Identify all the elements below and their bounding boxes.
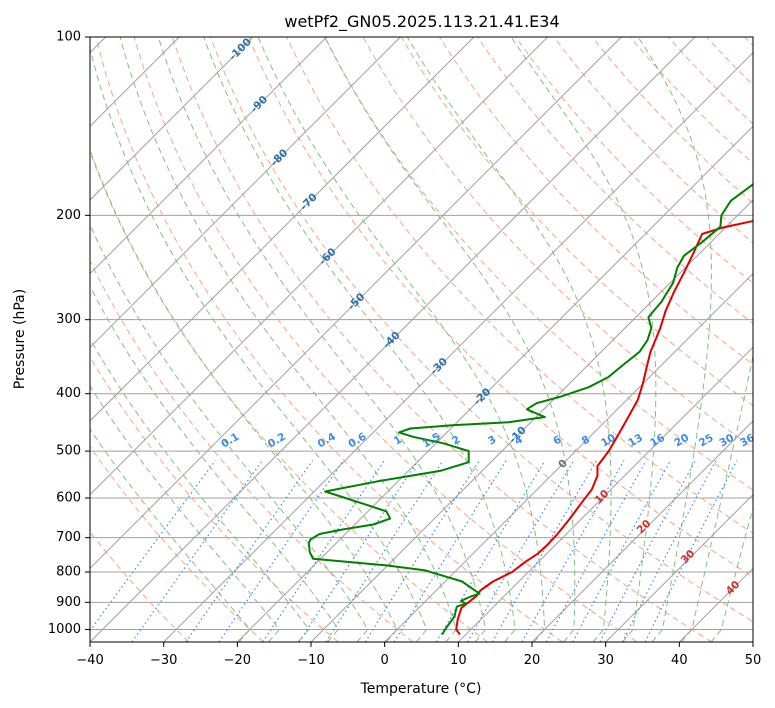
isotherm <box>531 420 753 642</box>
dewpoint-profile-line <box>307 183 753 635</box>
x-tick-label: 20 <box>524 653 541 668</box>
dry-adiabat <box>95 37 563 642</box>
mixing-ratio-label: 36 <box>738 432 757 450</box>
dry-adiabat <box>324 37 753 491</box>
y-tick-label: 100 <box>56 30 81 45</box>
dry-adiabat <box>248 37 753 578</box>
dry-adiabat <box>133 37 638 642</box>
mixing-ratio-line <box>131 460 263 642</box>
isotherm <box>90 37 328 275</box>
x-tick-label: −20 <box>224 653 251 668</box>
mixing-ratio-line <box>466 460 575 642</box>
isotherm <box>90 37 549 496</box>
mixing-ratio-line <box>185 460 314 642</box>
sounding-profiles <box>307 183 753 636</box>
mixing-ratio-line <box>572 460 672 642</box>
y-tick-label: 400 <box>56 386 81 401</box>
moist-adiabat <box>637 37 712 642</box>
y-tick-label: 200 <box>56 208 81 223</box>
x-axis: −40 −30 −20 −10 0 10 20 30 40 50 <box>76 642 761 668</box>
x-tick-label: 30 <box>597 653 614 668</box>
mixing-ratio-line <box>491 460 598 642</box>
isotherm <box>384 272 753 642</box>
dry-adiabats <box>90 37 753 642</box>
isotherm <box>90 37 475 422</box>
x-tick-label: 0 <box>381 653 389 668</box>
x-tick-label: 40 <box>671 653 688 668</box>
moist-adiabat <box>203 37 516 642</box>
isotherm <box>90 37 401 349</box>
x-tick-label: −30 <box>150 653 177 668</box>
moist-adiabat <box>90 46 428 642</box>
moist-adiabat <box>510 37 657 642</box>
y-tick-label: 800 <box>56 565 81 580</box>
isotherm <box>90 37 622 570</box>
mixing-ratio-line <box>435 460 546 642</box>
moist-adiabats <box>90 37 753 642</box>
y-tick-label: 1000 <box>48 622 81 637</box>
isotherm <box>236 125 753 642</box>
dry-adiabat <box>477 37 753 325</box>
x-tick-label: 50 <box>745 653 762 668</box>
moist-adiabat <box>710 505 753 642</box>
mixing-ratio-line <box>90 460 216 632</box>
isotherm <box>90 37 696 642</box>
moist-adiabat <box>90 223 369 642</box>
x-tick-label: −40 <box>76 653 103 668</box>
pressure-gridlines <box>90 37 753 630</box>
moist-adiabat <box>406 37 612 642</box>
dry-adiabat <box>515 37 753 284</box>
mixing-ratio-line <box>545 460 647 642</box>
mixing-ratio-lines <box>90 460 738 642</box>
dry-adiabat <box>90 259 414 642</box>
dry-adiabat <box>400 37 753 407</box>
x-tick-label: −10 <box>297 653 324 668</box>
moist-adiabat <box>90 428 251 642</box>
dry-adiabat <box>591 37 753 204</box>
moist-adiabat <box>157 37 487 642</box>
isotherm <box>310 199 753 642</box>
plot-frame <box>89 36 754 643</box>
mixing-ratio-line <box>521 460 625 642</box>
isotherms <box>90 37 753 642</box>
y-tick-label: 700 <box>56 530 81 545</box>
y-tick-label: 600 <box>56 491 81 506</box>
mixing-ratio-line <box>298 460 419 642</box>
chart-title: wetPf2_GN05.2025.113.21.41.E34 <box>284 12 559 32</box>
moist-adiabat <box>324 37 576 642</box>
y-tick-label: 500 <box>56 444 81 459</box>
isotherm <box>163 51 753 642</box>
isotherm <box>457 346 753 642</box>
x-tick-label: 10 <box>450 653 467 668</box>
dry-adiabat <box>629 37 753 165</box>
mixing-ratio-line <box>262 460 385 642</box>
dry-adiabat <box>90 445 264 642</box>
y-axis: 100 200 300 400 500 600 700 800 900 1000 <box>48 30 90 637</box>
y-axis-label: Pressure (hPa) <box>12 289 28 389</box>
moist-adiabat <box>90 285 339 642</box>
plot-area: -100-90-80-70-60-50-40-30-20-100.1 0.2 0.4… <box>90 37 757 642</box>
isotherm <box>90 37 254 201</box>
y-tick-label: 900 <box>56 595 81 610</box>
y-tick-label: 300 <box>56 312 81 327</box>
dry-adiabat <box>171 37 712 642</box>
mixing-ratio-line <box>218 460 344 642</box>
isotherm <box>605 493 753 642</box>
temperature-profile-line <box>455 220 753 636</box>
moist-adiabat <box>257 37 546 642</box>
x-axis-label: Temperature (°C) <box>360 681 482 697</box>
dry-adiabat <box>210 37 753 623</box>
